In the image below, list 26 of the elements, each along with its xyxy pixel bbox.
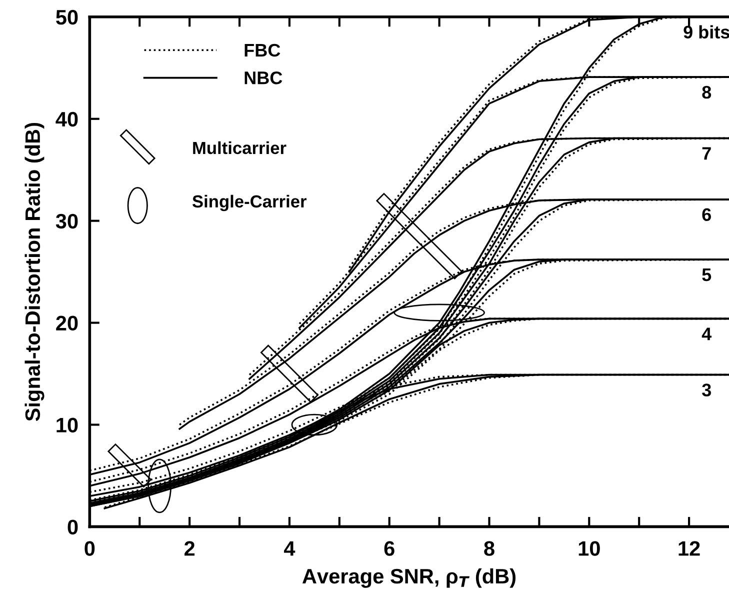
- x-tick-label: 0: [84, 541, 95, 556]
- y-tick-label: 50: [56, 10, 78, 25]
- annotation: Multicarrier: [193, 141, 286, 154]
- x-tick-label: 6: [384, 541, 394, 556]
- annotation: Single-Carrier: [192, 194, 307, 212]
- annotation: 8: [702, 86, 712, 99]
- annotation: 3: [702, 384, 711, 396]
- y-axis-title: Signal-to-Distortion Ratio (dB): [24, 122, 44, 422]
- legend-label: NBC: [244, 72, 282, 84]
- x-tick-label: 10: [578, 541, 600, 556]
- annotation: 4: [702, 328, 712, 340]
- annotation: 9 bits: [684, 25, 729, 39]
- annotation: 6: [702, 208, 711, 222]
- annotation: 5: [702, 268, 712, 282]
- annotation: 7: [702, 147, 711, 160]
- y-tick-label: 0: [68, 520, 78, 534]
- y-tick-label: 40: [56, 112, 78, 127]
- x-tick-label: 12: [678, 541, 700, 556]
- y-tick-label: 30: [56, 214, 78, 229]
- x-tick-label: 2: [184, 541, 195, 556]
- x-axis-title: Average SNR, ρ$_{T}$ (dB): [302, 568, 516, 588]
- x-tick-label: 8: [484, 541, 494, 556]
- x-tick-label: 4: [284, 541, 296, 556]
- y-tick-label: 20: [56, 316, 78, 331]
- legend-label: FBC: [244, 44, 280, 57]
- y-tick-label: 10: [56, 418, 78, 432]
